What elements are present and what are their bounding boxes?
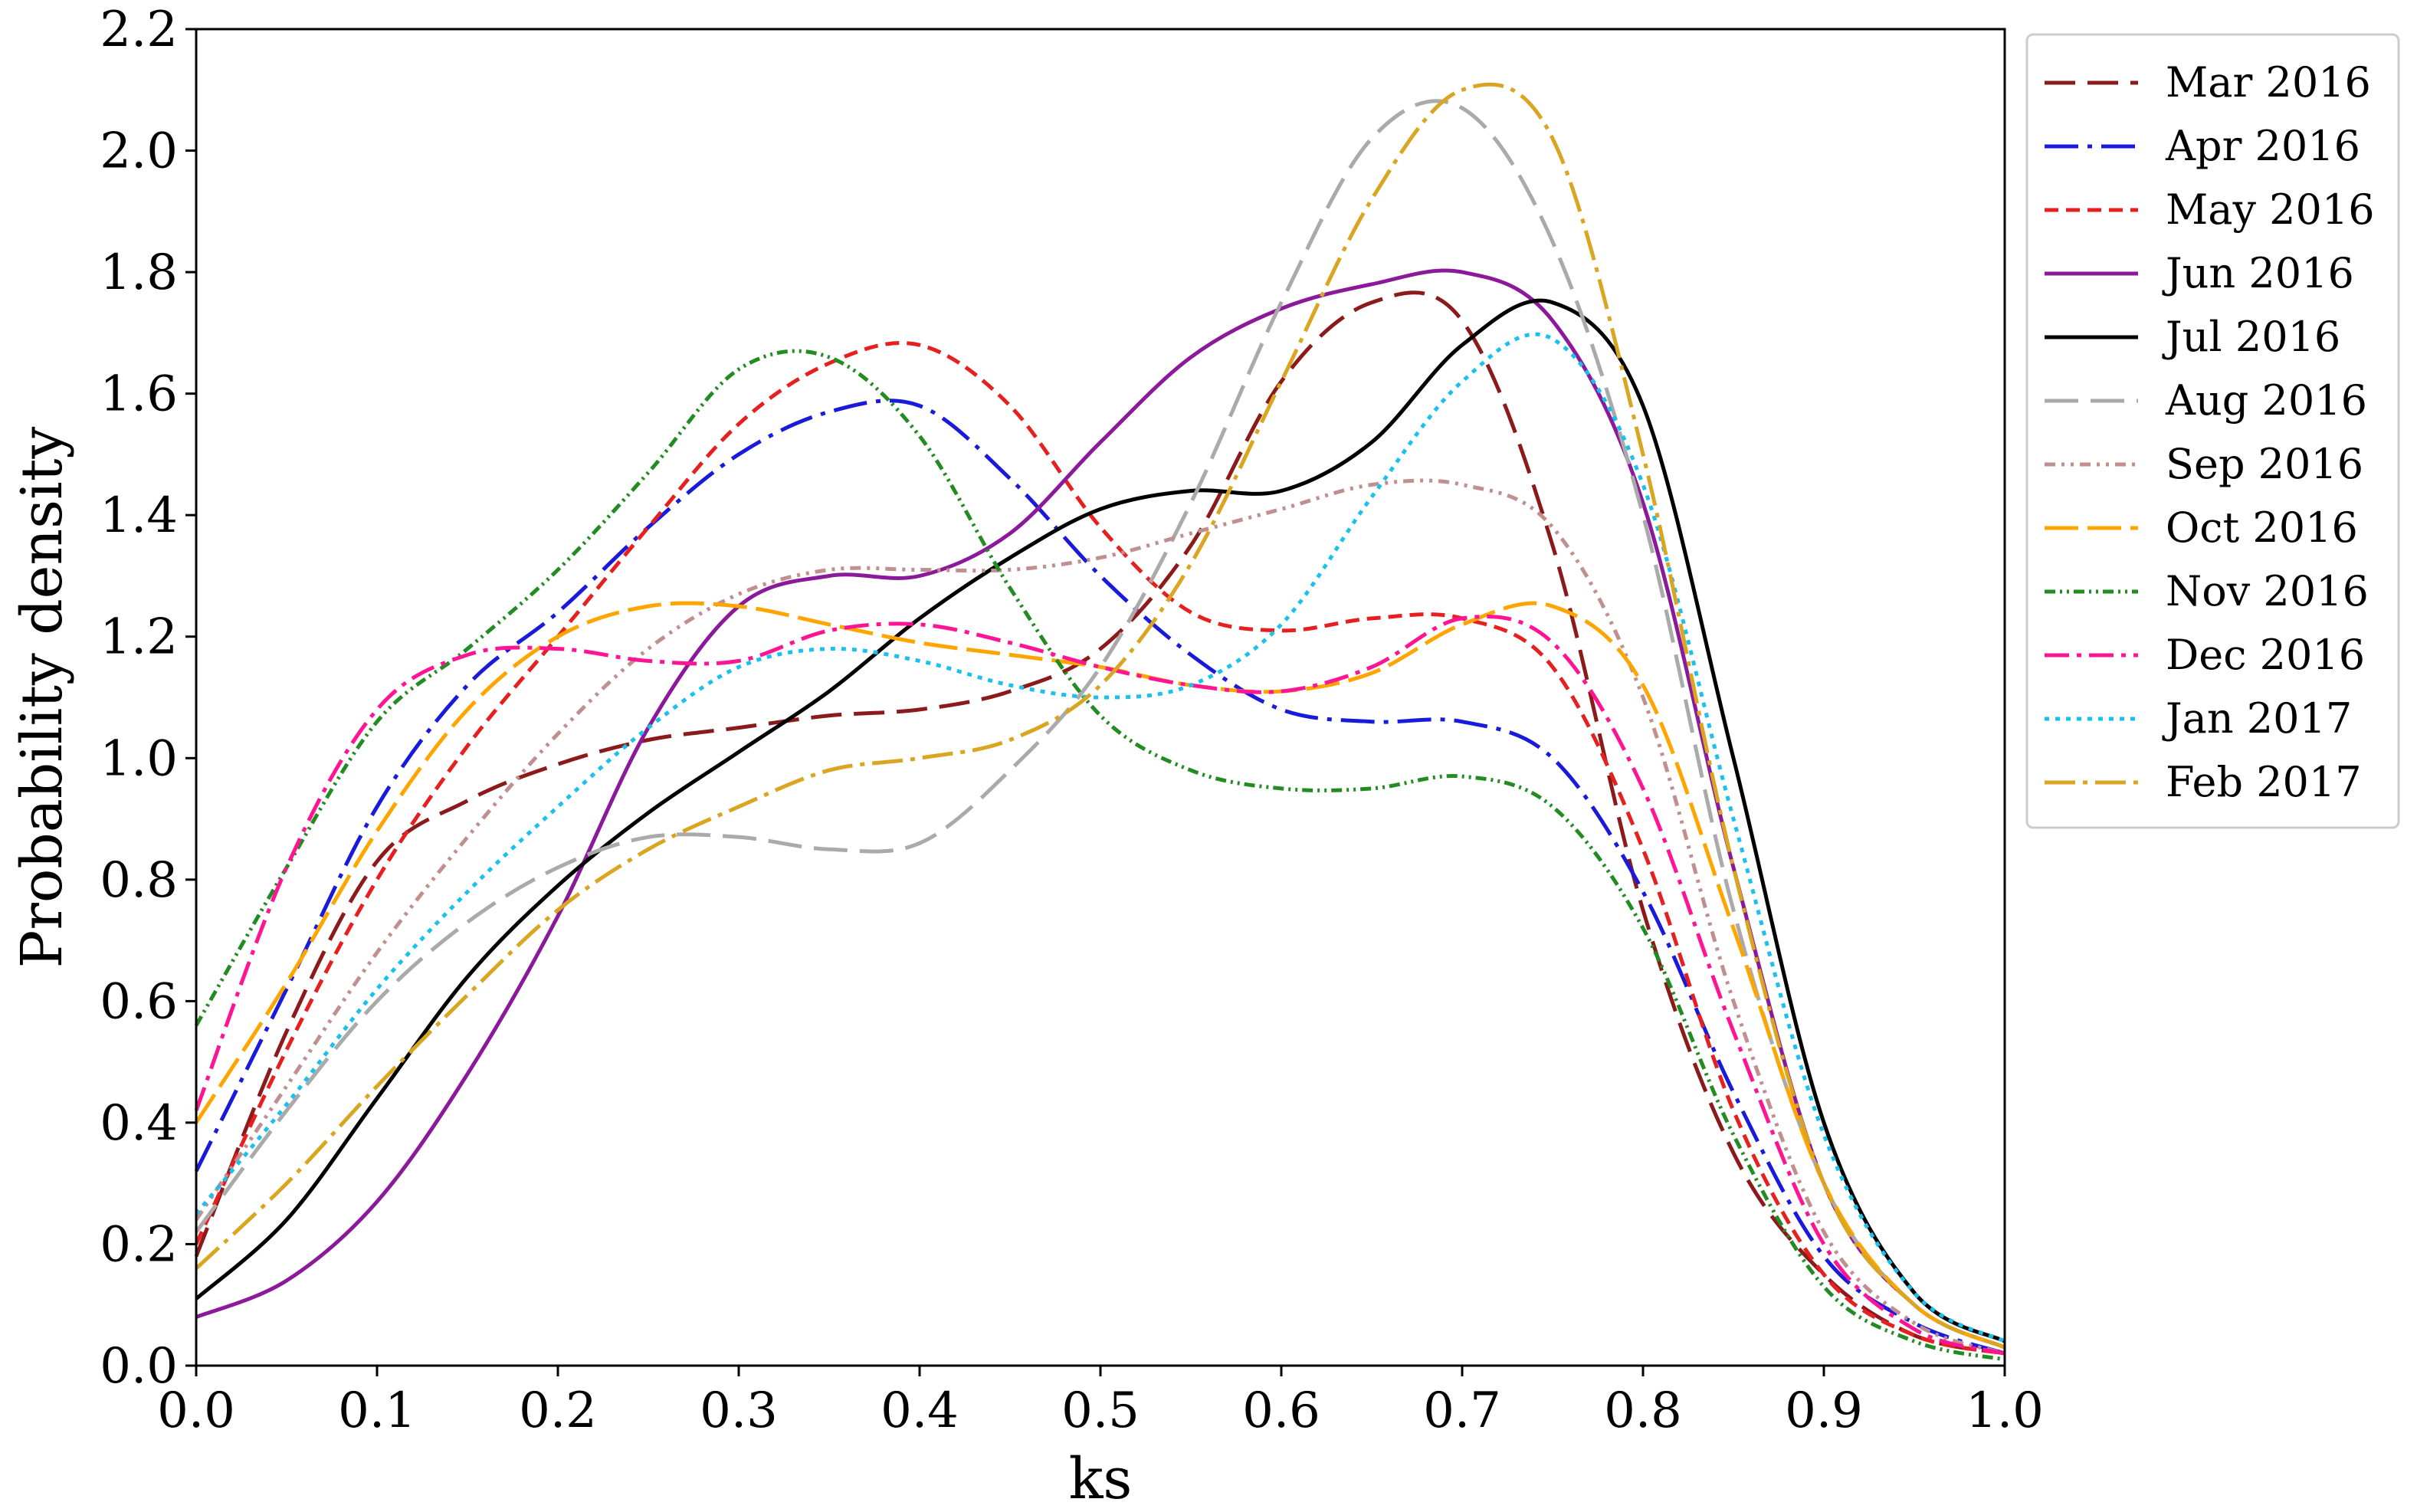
x-tick-label: 0.7 [1423,1382,1501,1439]
x-tick-label: 0.5 [1061,1382,1140,1439]
legend-label-oct-2016: Oct 2016 [2166,503,2358,552]
legend-label-feb-2017: Feb 2017 [2166,758,2362,806]
y-tick-label: 1.0 [100,730,178,787]
x-tick-label: 0.3 [700,1382,778,1439]
legend-label-apr-2016: Apr 2016 [2165,122,2360,170]
series-line-jun-2016 [195,268,2006,1350]
y-tick-label: 2.0 [100,123,178,180]
series-line-apr-2016 [194,398,2005,1356]
y-axis: 0.0 0.2 0.4 0.6 0.8 1.0 1.2 1.4 1.6 1.8 2.0 2.2 [100,2,196,1395]
series-line-jul-2016 [195,298,2006,1343]
x-tick-label: 0.8 [1604,1382,1682,1439]
x-axis: 0.0 0.1 0.2 0.3 0.4 0.5 0.6 0.7 0.8 0.9 1.0 [157,1366,2044,1439]
series-layer [194,82,2006,1362]
series-line-feb-2017 [195,82,2006,1350]
y-tick-label: 2.2 [100,2,178,58]
y-tick-label: 1.4 [100,487,178,544]
x-axis-label: ks [1069,1446,1133,1512]
x-tick-label: 0.9 [1785,1382,1863,1439]
x-tick-label: 1.0 [1966,1382,2044,1439]
legend-label-aug-2016: Aug 2016 [2165,376,2367,425]
y-tick-label: 0.4 [100,1095,178,1152]
legend-label-mar-2016: Mar 2016 [2166,58,2371,107]
y-tick-label: 1.6 [100,366,178,423]
series-line-dec-2016 [194,614,2005,1356]
y-tick-label: 0.0 [100,1338,178,1395]
legend-label-dec-2016: Dec 2016 [2166,631,2365,679]
legend-label-jun-2016: Jun 2016 [2162,249,2354,297]
legend: Mar 2016 Apr 2016 May 2016 Jun 2016 Jul 2016… [2025,33,2400,829]
series-line-nov-2016 [194,349,2005,1362]
y-tick-label: 0.6 [100,973,178,1030]
plot-frame [195,28,2006,1367]
x-tick-label: 0.2 [519,1382,597,1439]
x-tick-label: 0.0 [157,1382,235,1439]
y-axis-label: Probability density [9,426,75,968]
legend-label-jul-2016: Jul 2016 [2162,313,2340,361]
y-tick-label: 1.8 [100,244,178,301]
series-line-jan-2017 [195,332,2006,1343]
x-tick-label: 0.1 [338,1382,416,1439]
series-line-oct-2016 [194,601,2006,1350]
y-tick-label: 1.2 [100,609,178,666]
legend-label-sep-2016: Sep 2016 [2166,440,2363,488]
series-line-aug-2016 [194,99,2006,1350]
series-line-mar-2016 [194,290,2005,1356]
x-tick-label: 0.6 [1242,1382,1320,1439]
series-line-may-2016 [194,341,2005,1356]
y-tick-label: 0.2 [100,1216,178,1273]
legend-label-jan-2017: Jan 2017 [2162,694,2352,743]
x-tick-label: 0.4 [881,1382,959,1439]
legend-frame [2025,33,2400,829]
legend-label-nov-2016: Nov 2016 [2166,567,2369,615]
series-line-sep-2016 [194,478,2005,1356]
legend-label-may-2016: May 2016 [2166,185,2375,234]
y-tick-label: 0.8 [100,852,178,909]
